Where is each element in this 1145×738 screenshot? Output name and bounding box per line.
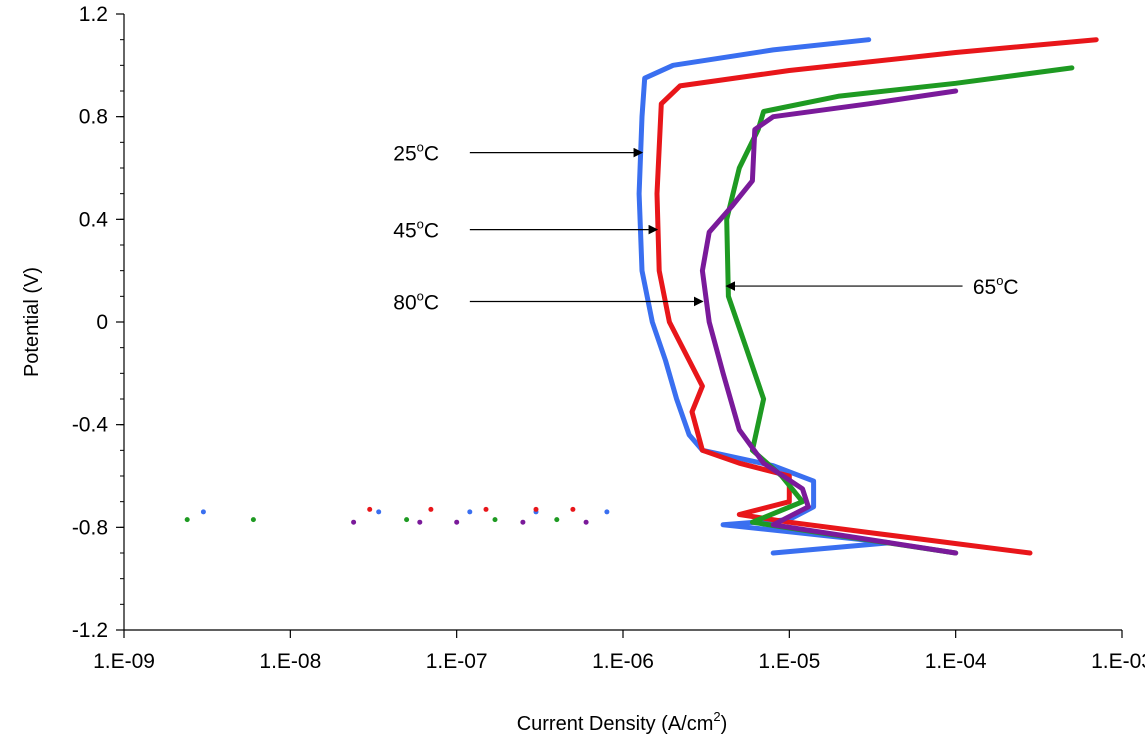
x-tick-label-2: 1.E-08 bbox=[259, 650, 321, 673]
series-line-4 bbox=[699, 88, 959, 556]
y-tick-label-7: -1.2 bbox=[72, 619, 108, 642]
series-3-point-4 bbox=[492, 517, 498, 523]
y-tick-label-1: 1.2 bbox=[79, 3, 108, 26]
y-tick-label-6: -0.8 bbox=[72, 516, 108, 539]
series-4-point-2 bbox=[417, 519, 423, 525]
y-tick-label-2: 0.8 bbox=[79, 106, 108, 129]
annotation-label-1: 25oC bbox=[393, 140, 439, 166]
x-axis-title-main: Current Density (A/cm bbox=[517, 713, 714, 735]
series-2-point-4 bbox=[533, 506, 539, 512]
series-3-point-5 bbox=[554, 517, 560, 523]
series-4-point-3 bbox=[454, 519, 460, 525]
x-tick-label-7: 1.E-03 bbox=[1091, 650, 1145, 673]
annotation-label-3: 80oC bbox=[393, 288, 439, 314]
y-tick-label-4: 0 bbox=[96, 311, 108, 334]
series-3-point-3 bbox=[404, 517, 410, 523]
x-axis-title: Current Density (A/cm2) bbox=[517, 709, 728, 735]
series-3-point-1 bbox=[184, 517, 190, 523]
x-tick-label-6: 1.E-04 bbox=[925, 650, 987, 673]
series-3-point-2 bbox=[250, 517, 256, 523]
series-1-point-1 bbox=[200, 509, 206, 515]
annotation-label-2: 45oC bbox=[393, 217, 439, 243]
series-1-point-2 bbox=[376, 509, 382, 515]
series-4-point-1 bbox=[351, 519, 357, 525]
y-tick-label-5: -0.4 bbox=[72, 414, 109, 437]
series-2-point-5 bbox=[570, 506, 576, 512]
x-axis-title-end: ) bbox=[721, 713, 728, 735]
y-axis-title: Potential (V) bbox=[21, 267, 43, 377]
x-tick-label-1: 1.E-09 bbox=[93, 650, 155, 673]
x-tick-label-4: 1.E-06 bbox=[592, 650, 654, 673]
x-tick-label-3: 1.E-07 bbox=[426, 650, 488, 673]
series-4-point-5 bbox=[583, 519, 589, 525]
series-1-point-3 bbox=[467, 509, 473, 515]
series-line-3 bbox=[724, 65, 1075, 556]
series-line-1 bbox=[636, 37, 892, 556]
series-line-2 bbox=[654, 37, 1099, 556]
series-4-point-4 bbox=[520, 519, 526, 525]
series-1-point-5 bbox=[604, 509, 610, 515]
y-tick-label-3: 0.4 bbox=[79, 208, 109, 231]
x-axis-title-sup: 2 bbox=[713, 709, 720, 724]
series-2-point-2 bbox=[428, 506, 434, 512]
series-2-point-1 bbox=[367, 506, 373, 512]
x-tick-label-5: 1.E-05 bbox=[758, 650, 820, 673]
annotation-label-4: 65oC bbox=[973, 273, 1019, 299]
series-2-point-3 bbox=[483, 506, 489, 512]
